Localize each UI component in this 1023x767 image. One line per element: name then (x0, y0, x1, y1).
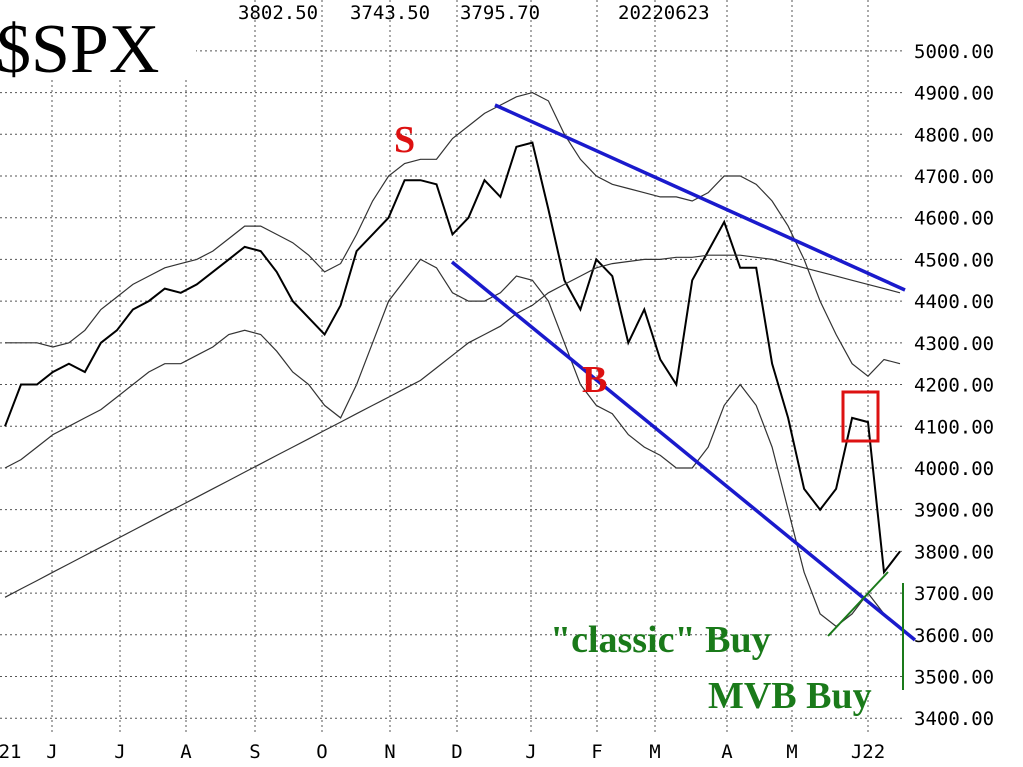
y-tick-label: 4600.00 (914, 208, 994, 230)
chart-title: $SPX (0, 11, 159, 88)
x-tick-label: F (591, 741, 602, 763)
annotation: B (582, 359, 607, 401)
y-tick-label: 3900.00 (914, 500, 994, 522)
x-tick-label: S (249, 741, 260, 763)
y-tick-label: 4400.00 (914, 291, 994, 313)
band-line (4, 254, 901, 598)
y-tick-label: 3800.00 (914, 541, 994, 563)
annotation: S (394, 119, 415, 161)
x-tick-label: J (114, 741, 125, 763)
annotation: "classic" Buy (550, 619, 771, 661)
x-tick-label: N (384, 741, 395, 763)
y-tick-label: 3500.00 (914, 666, 994, 688)
arrow (827, 571, 889, 637)
x-tick-label: M (649, 741, 660, 763)
trend-line (450, 260, 917, 642)
y-tick-label: 5000.00 (914, 41, 994, 63)
trend-line (494, 103, 906, 292)
y-tick-label: 4100.00 (914, 416, 994, 438)
x-tick-label: J22 (851, 741, 885, 763)
highlight-box (841, 390, 880, 443)
x-tick-label: A (721, 741, 733, 763)
y-tick-label: 4000.00 (914, 458, 994, 480)
header-value: 3743.50 (350, 2, 430, 24)
y-tick-label: 4800.00 (914, 124, 994, 146)
y-tick-label: 4900.00 (914, 83, 994, 105)
header-value: 20220623 (618, 2, 710, 24)
title-bg (0, 0, 196, 80)
x-tick-label: M (786, 741, 797, 763)
price-line (4, 141, 901, 575)
plot (4, 91, 901, 628)
x-tick-label: A (180, 741, 192, 763)
y-tick-label: 4700.00 (914, 166, 994, 188)
x-tick-label: J (525, 741, 536, 763)
band-line (5, 91, 901, 378)
y-tick-label: 3700.00 (914, 583, 994, 605)
y-tick-label: 4500.00 (914, 249, 994, 271)
y-tick-label: 3400.00 (914, 708, 994, 730)
band-line (4, 258, 901, 628)
header-value: 3802.50 (238, 2, 318, 24)
y-tick-label: 3600.00 (914, 625, 994, 647)
annotation: MVB Buy (708, 675, 872, 717)
x-tick-label: 21 (0, 741, 21, 763)
y-tick-label: 4200.00 (914, 375, 994, 397)
x-tick-label: J (46, 741, 57, 763)
x-tick-label: O (316, 741, 327, 763)
header-value: 3795.70 (460, 2, 540, 24)
y-tick-label: 4300.00 (914, 333, 994, 355)
x-tick-label: D (451, 741, 462, 763)
